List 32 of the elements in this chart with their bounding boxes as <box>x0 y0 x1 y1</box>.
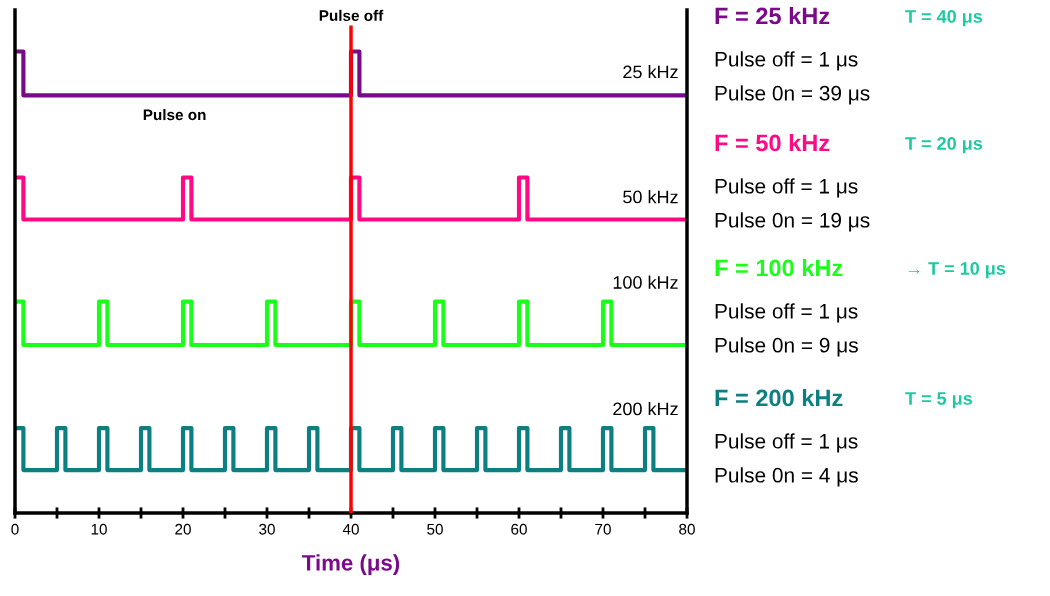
series-label: 50 kHz <box>623 190 678 204</box>
series-label: 100 kHz <box>613 275 678 289</box>
x-tick-label: 80 <box>679 523 695 535</box>
x-tick-label: 0 <box>11 523 19 535</box>
text: Pulse off = 1 μs <box>715 51 858 71</box>
x-tick-label: 30 <box>259 523 275 535</box>
x-tick-label: 50 <box>427 523 443 535</box>
x-axis-title: Time (μs) <box>302 554 400 576</box>
text: Pulse off = 1 μs <box>715 433 858 453</box>
x-tick-label: 10 <box>91 523 107 535</box>
text: Pulse 0n = 4 μs <box>715 467 858 487</box>
x-tick-label: 60 <box>511 523 527 535</box>
text: Pulse off = 1 μs <box>715 178 858 198</box>
text: T = 20 μs <box>905 137 983 154</box>
x-tick-label: 40 <box>342 523 359 535</box>
text: F = 50 kHz <box>715 134 830 152</box>
text: T = 5 μs <box>905 392 973 409</box>
text: Pulse 0n = 9 μs <box>715 337 858 357</box>
text: Pulse 0n = 19 μs <box>715 212 870 232</box>
series-label: 200 kHz <box>613 402 678 416</box>
text: → T = 10 μs <box>908 262 1006 279</box>
x-tick-label: 20 <box>175 523 191 535</box>
text: T = 40 μs <box>905 10 983 27</box>
text: F = 100 kHz <box>715 259 843 277</box>
text: Pulse off = 1 μs <box>715 303 858 323</box>
text: Pulse 0n = 39 μs <box>715 85 870 105</box>
text: Pulse off <box>319 9 384 22</box>
x-tick-label: 70 <box>595 523 611 535</box>
series-label: 25 kHz <box>623 65 678 79</box>
text: F = 200 kHz <box>715 388 843 407</box>
text: F = 25 kHz <box>715 7 830 25</box>
annotation: Pulse on <box>143 109 206 121</box>
